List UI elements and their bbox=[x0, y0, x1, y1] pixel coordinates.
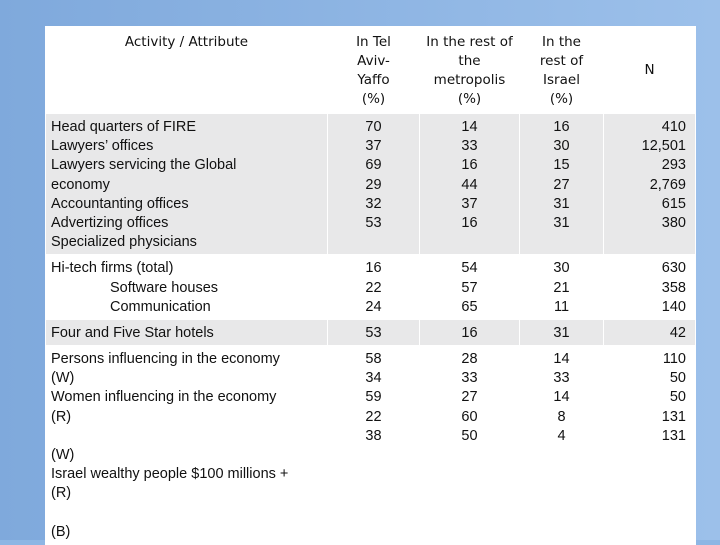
tel-aviv-values: 16 22 24 bbox=[327, 254, 420, 320]
n-values: 42 bbox=[603, 318, 696, 347]
table-header-row: Activity / Attribute In Tel Aviv- Yaffo (%)… bbox=[45, 26, 696, 114]
table-row: Four and Five Star hotels 53 16 31 42 bbox=[45, 318, 696, 347]
tel-aviv-values: 53 bbox=[327, 318, 420, 347]
header-metropolis: In the rest of the metropolis (%) bbox=[419, 26, 520, 114]
n-values: 110 50 50 131 131 bbox=[603, 345, 696, 545]
metropolis-values: 14 33 16 44 37 16 bbox=[419, 112, 520, 256]
statistics-table: Activity / Attribute In Tel Aviv- Yaffo (%)… bbox=[45, 26, 696, 545]
israel-values: 14 33 14 8 4 bbox=[519, 345, 604, 545]
header-tel-aviv: In Tel Aviv- Yaffo (%) bbox=[327, 26, 420, 114]
metropolis-values: 54 57 65 bbox=[419, 254, 520, 320]
tel-aviv-values: 58 34 59 22 38 bbox=[327, 345, 420, 545]
metropolis-values: 16 bbox=[419, 318, 520, 347]
row-labels: Hi-tech firms (total) Software houses Comm… bbox=[45, 254, 328, 320]
table-row: Persons influencing in the economy (W) Wom… bbox=[45, 345, 696, 545]
israel-values: 31 bbox=[519, 318, 604, 347]
n-values: 630 358 140 bbox=[603, 254, 696, 320]
table-row: Hi-tech firms (total) Software houses Comm… bbox=[45, 254, 696, 320]
metropolis-values: 28 33 27 60 50 bbox=[419, 345, 520, 545]
israel-values: 16 30 15 27 31 31 bbox=[519, 112, 604, 256]
row-labels: Head quarters of FIRE Lawyers’ offices Law… bbox=[45, 112, 328, 256]
n-values: 410 12,501 293 2,769 615 380 bbox=[603, 112, 696, 256]
table-row: Head quarters of FIRE Lawyers’ offices Law… bbox=[45, 112, 696, 256]
row-labels: Persons influencing in the economy (W) Wom… bbox=[45, 345, 328, 545]
header-activity: Activity / Attribute bbox=[45, 26, 328, 114]
row-labels: Four and Five Star hotels bbox=[45, 318, 328, 347]
header-n: N bbox=[603, 26, 696, 114]
header-israel: In the rest of Israel (%) bbox=[519, 26, 604, 114]
israel-values: 30 21 11 bbox=[519, 254, 604, 320]
tel-aviv-values: 70 37 69 29 32 53 bbox=[327, 112, 420, 256]
